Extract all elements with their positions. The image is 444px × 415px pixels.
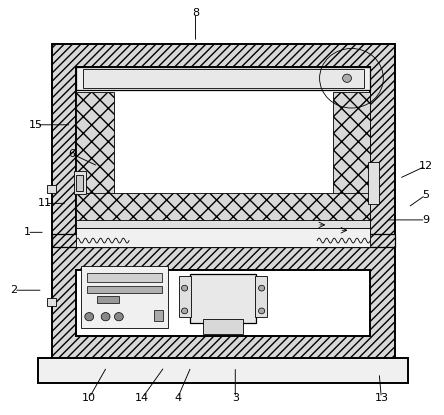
Bar	[333, 92, 370, 228]
Bar	[52, 44, 395, 359]
Text: 14: 14	[135, 393, 149, 403]
Circle shape	[343, 74, 352, 83]
Circle shape	[258, 285, 265, 291]
Bar	[38, 359, 408, 383]
Text: 15: 15	[29, 120, 43, 130]
Circle shape	[115, 312, 123, 321]
Circle shape	[85, 312, 94, 321]
Bar	[87, 286, 162, 293]
Text: 6: 6	[68, 149, 75, 159]
Bar	[76, 269, 370, 336]
Circle shape	[182, 308, 188, 314]
Circle shape	[182, 285, 188, 291]
Text: 11: 11	[38, 198, 52, 208]
Bar	[76, 175, 83, 191]
Bar	[47, 185, 56, 193]
Bar	[76, 193, 370, 228]
Bar	[52, 234, 395, 247]
Bar	[81, 266, 167, 328]
Bar	[190, 273, 256, 323]
Text: 9: 9	[422, 215, 429, 225]
Circle shape	[101, 312, 110, 321]
Text: 8: 8	[192, 8, 199, 18]
Text: 1: 1	[24, 227, 31, 237]
Bar	[76, 67, 370, 90]
Text: 10: 10	[82, 393, 96, 403]
Bar	[179, 276, 191, 317]
Text: 12: 12	[419, 161, 432, 171]
Bar	[76, 67, 370, 247]
Bar	[76, 228, 370, 247]
Bar	[87, 273, 162, 282]
Bar	[76, 220, 370, 228]
Text: 3: 3	[232, 393, 239, 403]
Text: 2: 2	[10, 285, 17, 295]
Bar	[47, 298, 56, 306]
Text: 13: 13	[374, 393, 388, 403]
Bar	[368, 162, 379, 204]
Bar	[97, 296, 119, 303]
Bar	[203, 319, 243, 334]
Text: 5: 5	[422, 190, 429, 200]
Bar	[83, 69, 364, 88]
Text: 4: 4	[174, 393, 181, 403]
Circle shape	[258, 308, 265, 314]
Bar	[255, 276, 267, 317]
Bar	[154, 310, 163, 321]
Bar	[76, 92, 114, 228]
Bar	[74, 171, 86, 194]
